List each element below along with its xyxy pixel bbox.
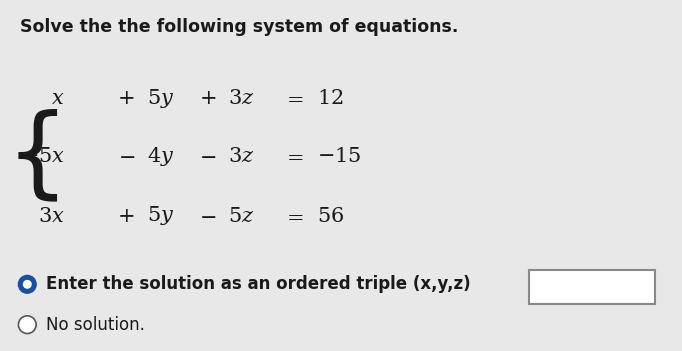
Text: $-5x$: $-5x$ [20, 146, 65, 166]
Text: $=$: $=$ [282, 206, 304, 226]
Text: $3x$: $3x$ [38, 206, 65, 226]
Text: $3z$: $3z$ [228, 146, 255, 166]
Ellipse shape [23, 280, 31, 288]
Text: $-15$: $-15$ [317, 146, 361, 166]
Text: $x$: $x$ [51, 88, 65, 108]
Text: $3z$: $3z$ [228, 88, 255, 108]
Text: $+$: $+$ [117, 88, 135, 108]
Text: $5y$: $5y$ [147, 204, 174, 227]
Ellipse shape [18, 316, 36, 333]
Text: $+$: $+$ [117, 206, 135, 226]
Text: $=$: $=$ [282, 88, 304, 108]
Text: $5z$: $5z$ [228, 206, 255, 226]
Text: $-$: $-$ [199, 146, 217, 166]
Text: Enter the solution as an ordered triple (x,y,z): Enter the solution as an ordered triple … [46, 275, 471, 293]
Text: No solution.: No solution. [46, 316, 145, 334]
Ellipse shape [18, 276, 36, 293]
Text: $-$: $-$ [117, 146, 135, 166]
Text: $56$: $56$ [317, 206, 344, 226]
FancyBboxPatch shape [529, 270, 655, 304]
Text: {: { [5, 108, 70, 206]
Text: $-$: $-$ [199, 206, 217, 226]
Text: $=$: $=$ [282, 146, 304, 166]
Text: $12$: $12$ [317, 88, 344, 108]
Text: $+$: $+$ [199, 88, 217, 108]
Text: Solve the the following system of equations.: Solve the the following system of equati… [20, 18, 459, 35]
Text: $5y$: $5y$ [147, 87, 174, 110]
Text: $4y$: $4y$ [147, 145, 174, 168]
